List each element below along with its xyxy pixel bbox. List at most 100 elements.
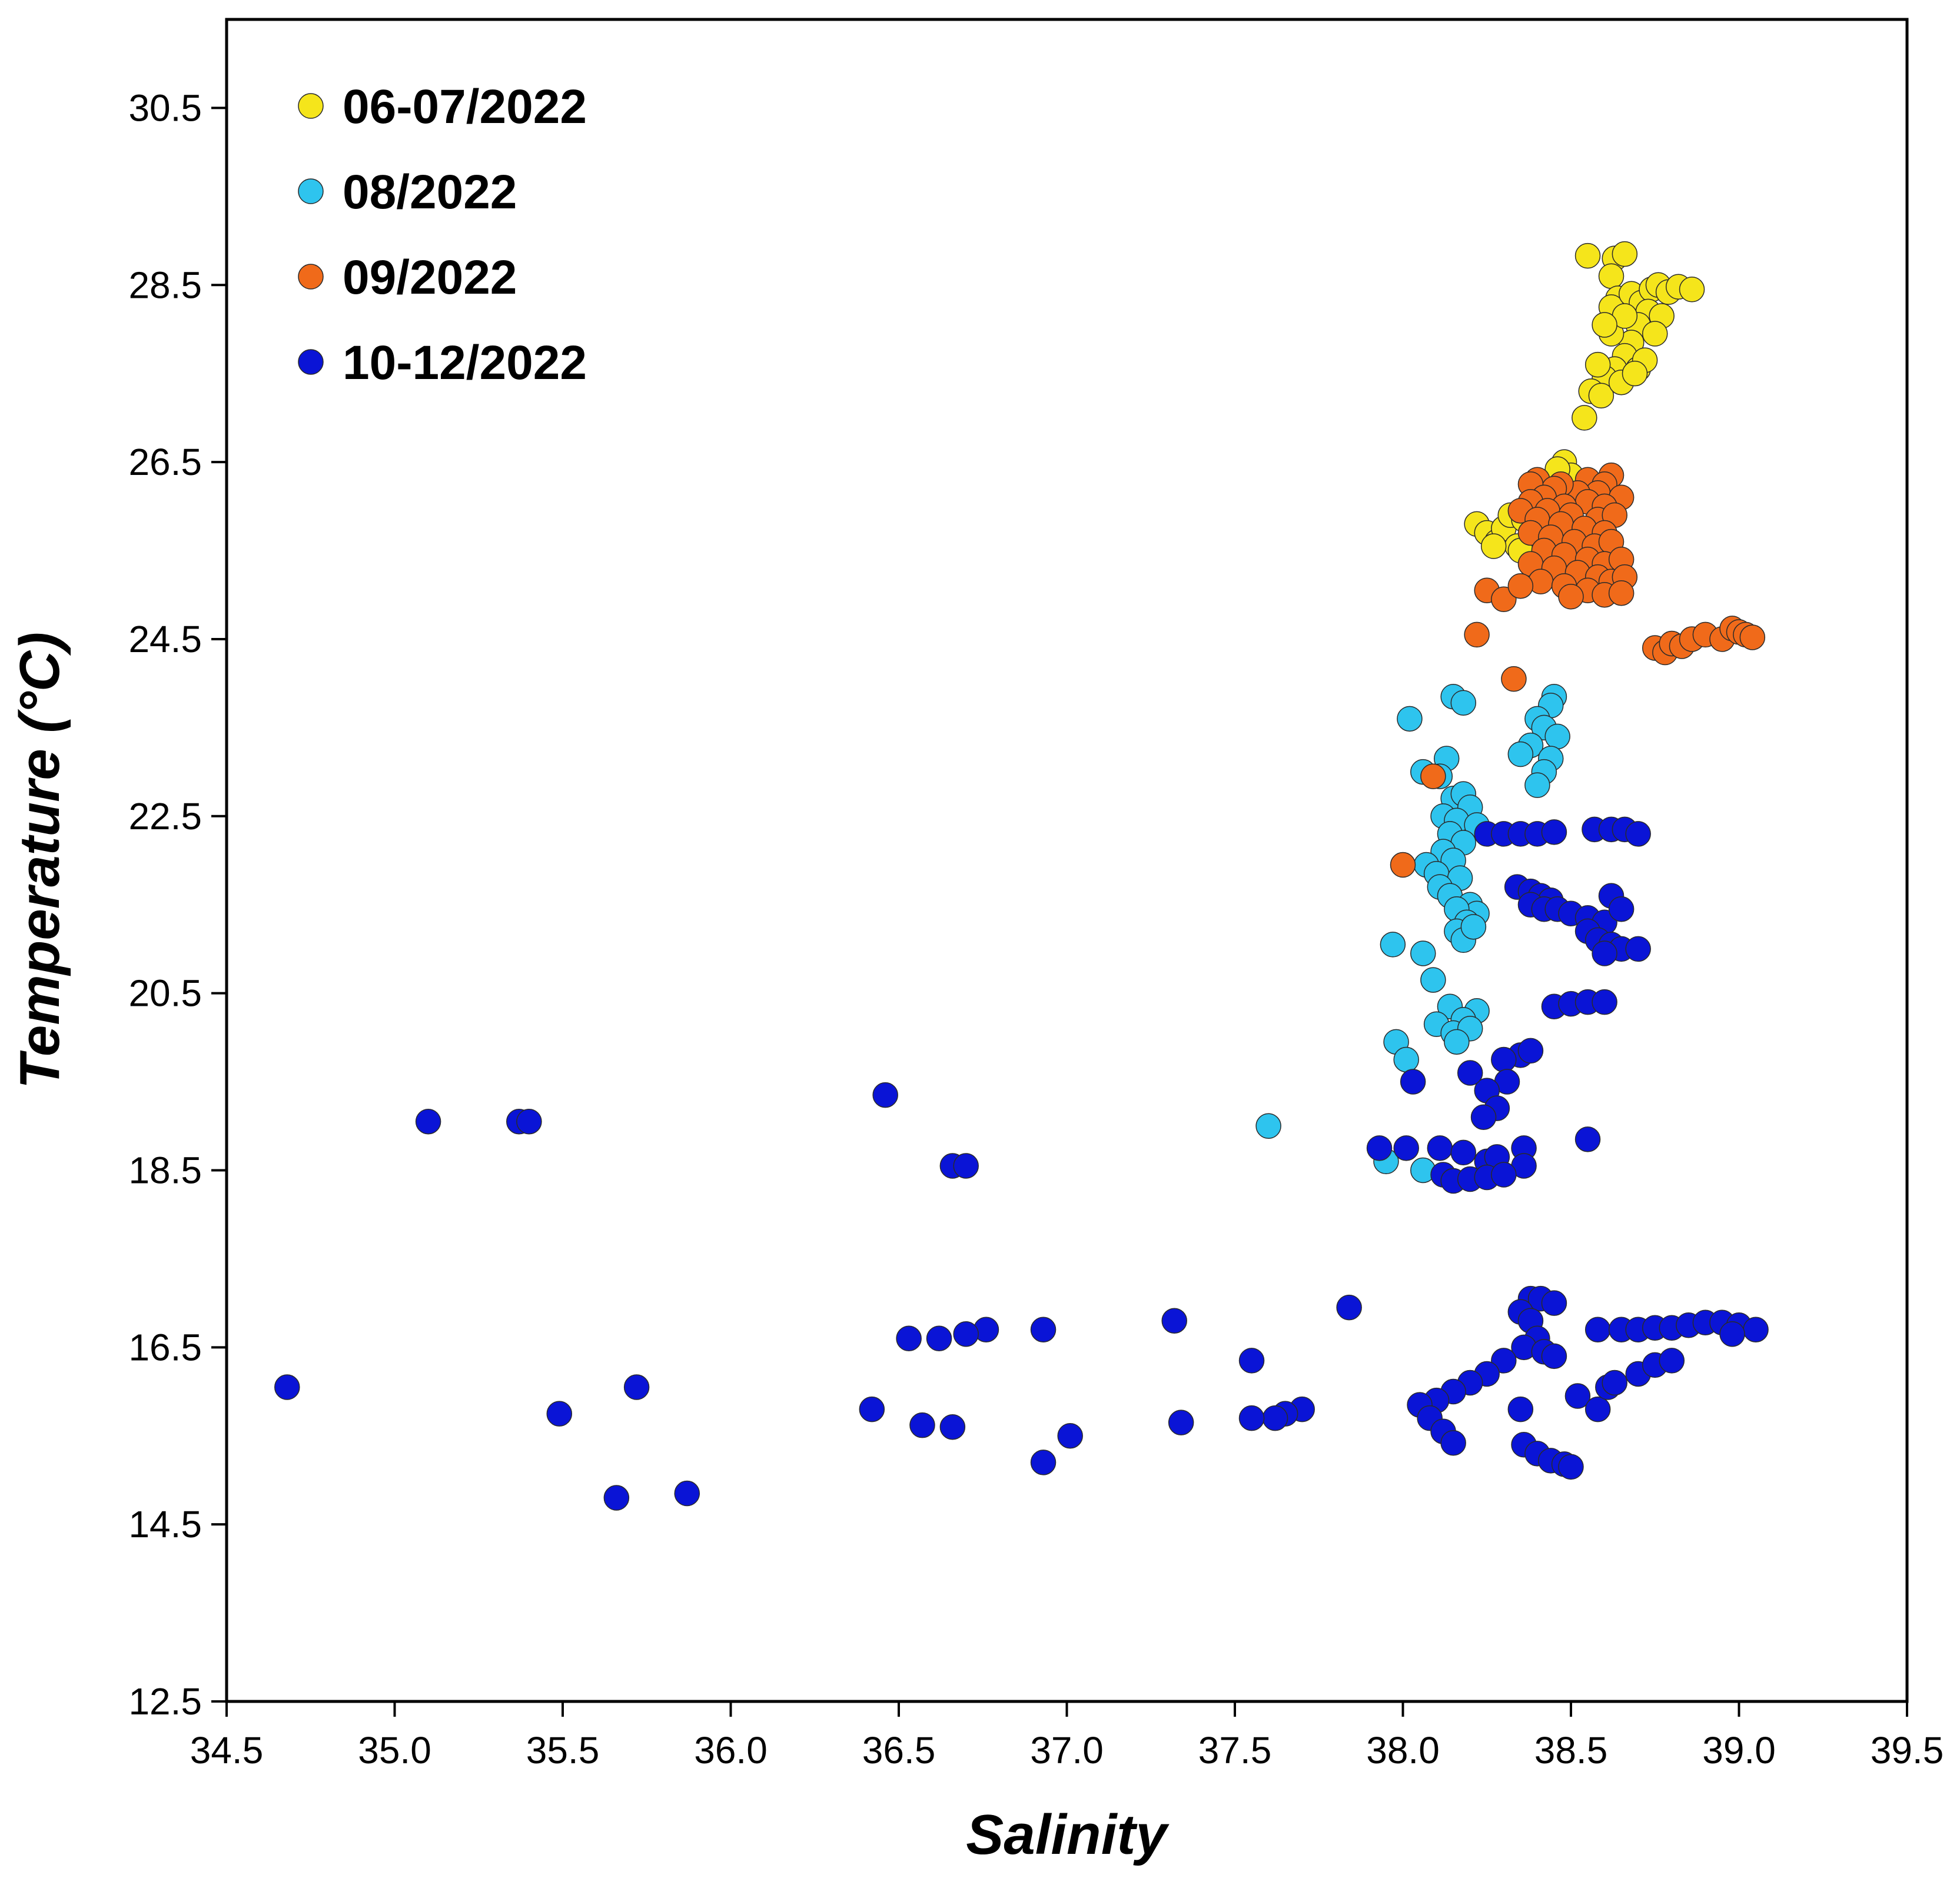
y-axis: 12.5 14.5 16.5 18.5 20.5 22.5 24.5 26.5 28.5 30.5 [128,87,227,1723]
data-point [1544,723,1570,750]
legend-marker [298,178,324,204]
x-axis-title: Salinity [966,1803,1170,1866]
data-point [872,1082,898,1108]
data-point [603,1485,630,1511]
data-point [1393,1046,1419,1073]
data-point [1470,1104,1497,1130]
data-point [1719,1321,1745,1347]
legend-marker [298,349,324,375]
data-point [1491,1162,1517,1188]
data-point [1541,1343,1567,1370]
data-points [274,241,1769,1511]
data-point [1460,914,1487,940]
data-point [1444,1029,1470,1055]
y-tick-label: 20.5 [128,972,202,1015]
data-point [1161,1308,1187,1334]
data-point [1366,1135,1393,1161]
data-point [1541,819,1567,845]
data-point [1608,580,1635,606]
data-point [1380,932,1406,958]
y-tick-label: 30.5 [128,87,202,129]
y-tick-label: 26.5 [128,441,202,483]
data-point [1612,241,1638,267]
data-point [1574,1126,1601,1152]
data-point [1238,1348,1265,1374]
data-point [1336,1294,1362,1321]
data-point [1592,940,1617,966]
data-point [939,1414,966,1440]
y-tick-label: 14.5 [128,1503,202,1545]
data-point [1592,989,1617,1015]
data-point [1168,1410,1194,1435]
legend-label: 09/2022 [343,251,517,304]
data-point [674,1480,700,1507]
data-point [1558,583,1584,610]
data-point [1602,1370,1627,1396]
data-point [1608,896,1635,922]
y-axis-title: Temperature (°C) [8,632,71,1089]
data-point [1427,1135,1453,1161]
data-point [1625,821,1651,847]
data-point [1739,624,1766,650]
data-point [546,1401,573,1427]
data-point [1524,772,1550,798]
data-point [1393,1135,1419,1161]
data-point [1397,706,1423,732]
legend: 06-07/2022 08/2022 09/2022 10-12/2022 [298,80,587,390]
data-point [1588,383,1614,409]
data-point [953,1321,979,1347]
y-tick-label: 28.5 [128,264,202,306]
x-tick-label: 37.0 [1030,1729,1104,1771]
data-point [274,1374,300,1400]
legend-label: 10-12/2022 [343,336,587,390]
data-point [1592,312,1617,338]
data-point [1457,1060,1483,1086]
y-tick-label: 12.5 [128,1680,202,1723]
data-point [1659,1348,1685,1374]
data-point [1057,1422,1083,1449]
data-point [1420,967,1446,993]
data-point [1584,1396,1611,1422]
data-point [1030,1450,1057,1475]
data-point [1625,936,1651,962]
x-tick-label: 35.0 [358,1729,431,1771]
legend-label: 06-07/2022 [343,80,587,134]
legend-marker [298,93,324,119]
data-point [896,1325,922,1352]
data-point [1541,1290,1567,1316]
data-point [1501,666,1527,692]
data-point [1517,1038,1544,1064]
series-4 [274,816,1769,1511]
x-tick-label: 36.5 [862,1729,936,1771]
x-tick-label: 37.5 [1198,1729,1272,1771]
data-point [926,1325,952,1352]
data-point [1464,621,1490,648]
data-point [1255,1113,1281,1139]
legend-label: 08/2022 [343,165,517,219]
data-point [1642,321,1668,347]
data-point [1743,1317,1769,1342]
data-point [1450,690,1477,716]
data-point [1584,1317,1611,1342]
data-point [1679,277,1705,303]
x-tick-label: 38.0 [1366,1729,1440,1771]
x-tick-label: 38.5 [1534,1729,1608,1771]
data-point [1450,1139,1477,1166]
data-point [1410,940,1436,966]
data-point [623,1374,650,1400]
data-point [1564,1383,1591,1409]
data-point [1491,1046,1517,1073]
data-point [1440,1430,1466,1456]
data-point [1598,263,1625,289]
data-point [859,1396,885,1422]
x-tick-label: 39.0 [1702,1729,1776,1771]
data-point [1574,242,1601,269]
y-tick-label: 18.5 [128,1149,202,1191]
data-point [1400,1069,1426,1095]
data-point [1238,1405,1265,1431]
y-tick-label: 24.5 [128,618,202,660]
data-point [1558,1454,1584,1480]
data-point [516,1108,542,1135]
y-tick-label: 22.5 [128,795,202,837]
